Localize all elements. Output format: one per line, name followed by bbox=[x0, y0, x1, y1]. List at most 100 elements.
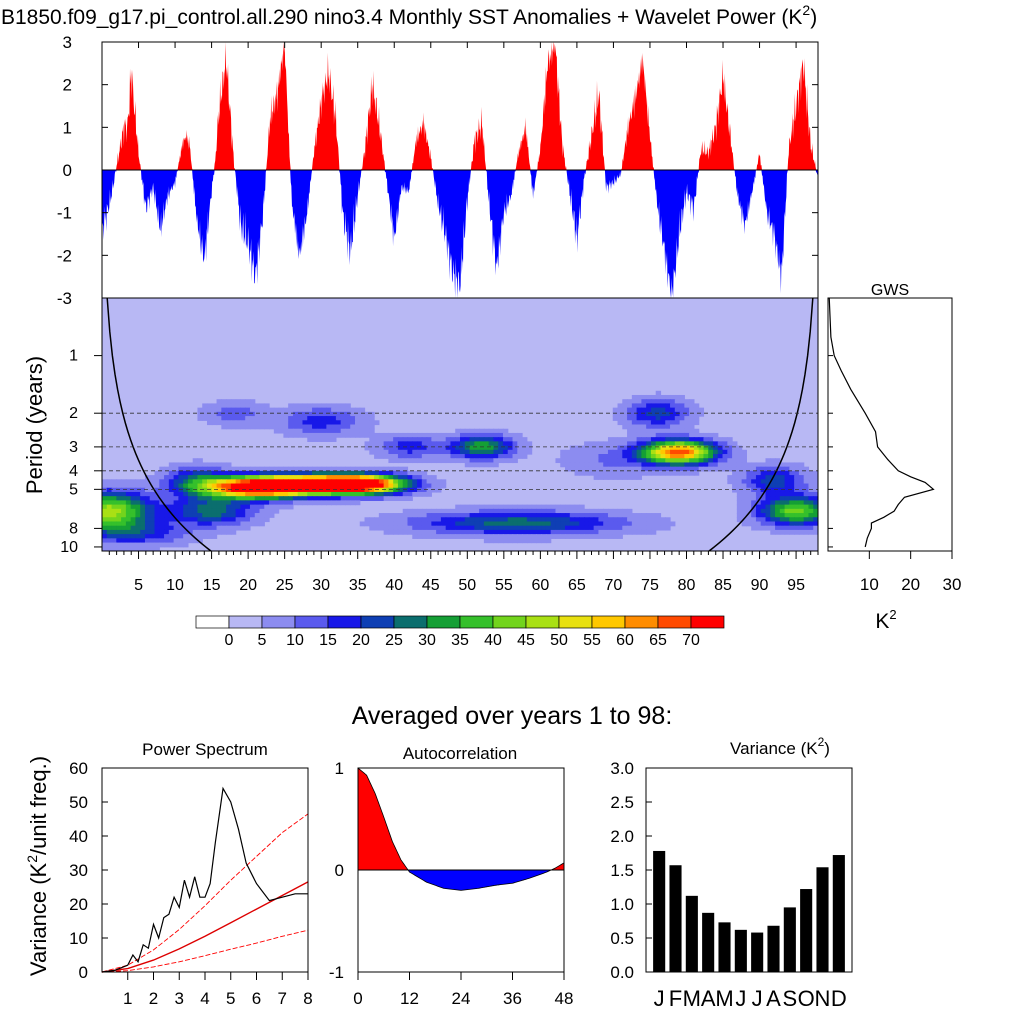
wavelet-power-cell bbox=[230, 496, 237, 501]
wavelet-power-cell bbox=[603, 517, 609, 523]
wavelet-power-cell bbox=[154, 513, 160, 518]
colorbar-swatch bbox=[690, 615, 725, 629]
wavelet-power-cell bbox=[307, 491, 313, 497]
wavelet-power-cell bbox=[331, 475, 337, 480]
wavelet-power-cell bbox=[421, 454, 428, 459]
wavelet-power-cell bbox=[192, 475, 199, 480]
wavelet-power-cell bbox=[693, 416, 700, 421]
wavelet-power-cell bbox=[545, 508, 552, 514]
variance-axes: 3.02.52.01.51.00.50.0J F M A M J J A S O N D bbox=[610, 759, 846, 1011]
wavelet-power-cell bbox=[364, 521, 370, 527]
wavelet-power-cell bbox=[125, 525, 132, 531]
wavelet-power-cell bbox=[249, 517, 256, 523]
wavelet-power-cell bbox=[650, 394, 657, 400]
wavelet-power-cell bbox=[703, 441, 709, 447]
wavelet-power-cell bbox=[407, 521, 413, 527]
wavelet-power-cell bbox=[183, 504, 189, 510]
wavelet-power-cell bbox=[249, 491, 256, 497]
sst-negative-area bbox=[102, 170, 818, 298]
wavelet-power-cell bbox=[245, 466, 251, 472]
wavelet-power-cell bbox=[235, 479, 242, 485]
wavelet-power-cell bbox=[598, 458, 604, 464]
wavelet-power-cell bbox=[421, 479, 428, 485]
wavelet-power-cell bbox=[326, 403, 332, 409]
wavelet-power-cell bbox=[388, 487, 394, 493]
variance-y-tick-label: 0.5 bbox=[610, 929, 634, 948]
wavelet-power-cell bbox=[135, 504, 141, 510]
wavelet-power-cell bbox=[455, 517, 461, 523]
wavelet-power-cell bbox=[312, 437, 318, 442]
wavelet-power-cell bbox=[746, 496, 752, 501]
wavelet-power-cell bbox=[211, 403, 218, 409]
wavelet-power-cell bbox=[607, 449, 614, 455]
wavelet-power-cell bbox=[207, 534, 213, 539]
wavelet-power-cell bbox=[350, 420, 356, 426]
wavelet-power-cell bbox=[297, 496, 304, 501]
wavelet-power-cell bbox=[273, 483, 280, 489]
wavelet-power-cell bbox=[407, 475, 413, 480]
wavelet-power-cell bbox=[431, 437, 437, 442]
wavelet-power-cell bbox=[407, 508, 413, 514]
wavelet-power-cell bbox=[202, 517, 208, 523]
wavelet-power-cell bbox=[135, 521, 141, 527]
wavelet-power-cell bbox=[631, 462, 638, 468]
wavelet-power-cell bbox=[369, 517, 375, 523]
wavelet-power-cell bbox=[164, 542, 170, 548]
wavelet-power-cell bbox=[674, 458, 681, 464]
wavelet-power-cell bbox=[646, 394, 652, 400]
wavelet-power-cell bbox=[221, 525, 227, 531]
wavelet-power-cell bbox=[183, 475, 189, 480]
wavelet-power-cell bbox=[240, 466, 246, 472]
wavelet-power-cell bbox=[474, 458, 480, 464]
wavelet-power-cell bbox=[679, 394, 685, 400]
wavelet-power-cell bbox=[736, 491, 743, 497]
wavelet-power-cell bbox=[593, 513, 600, 518]
wavelet-power-cell bbox=[803, 496, 810, 501]
wavelet-power-cell bbox=[665, 416, 671, 421]
wavelet-power-cell bbox=[326, 428, 332, 434]
wavelet-power-cell bbox=[746, 470, 752, 476]
wavelet-power-cell bbox=[741, 491, 747, 497]
wavelet-power-cell bbox=[183, 466, 189, 472]
wavelet-power-cell bbox=[369, 441, 375, 447]
wavelet-power-cell bbox=[230, 500, 237, 506]
wavelet-power-cell bbox=[693, 420, 700, 426]
wavelet-power-cell bbox=[245, 420, 251, 426]
wavelet-power-cell bbox=[340, 432, 347, 438]
variance-month-label: J bbox=[735, 986, 746, 1011]
wavelet-power-cell bbox=[545, 525, 552, 531]
wavelet-power-cell bbox=[732, 441, 738, 447]
wavelet-power-cell bbox=[230, 529, 237, 535]
wavelet-power-cell bbox=[469, 449, 475, 455]
wavelet-power-cell bbox=[340, 475, 347, 480]
wavelet-power-cell bbox=[388, 470, 394, 476]
wavelet-power-cell bbox=[273, 500, 280, 506]
wavelet-power-cell bbox=[665, 432, 671, 438]
wavelet-power-cell bbox=[383, 445, 389, 451]
wavelet-power-cell bbox=[631, 403, 638, 409]
wavelet-power-cell bbox=[679, 407, 685, 413]
wavelet-power-cell bbox=[130, 517, 137, 523]
wavelet-power-cell bbox=[192, 513, 199, 518]
wavelet-power-cell bbox=[164, 487, 170, 493]
cone-of-influence-left bbox=[106, 298, 212, 551]
wavelet-power-cell bbox=[593, 441, 600, 447]
wavelet-power-cell bbox=[135, 529, 141, 535]
wavelet-power-cell bbox=[560, 534, 566, 539]
wavelet-power-cell bbox=[417, 525, 423, 531]
wavelet-power-cell bbox=[202, 470, 208, 476]
wavelet-power-cell bbox=[168, 500, 175, 506]
wavelet-power-cell bbox=[493, 529, 499, 535]
gws-x-tick-label: 30 bbox=[943, 575, 962, 594]
wavelet-power-cell bbox=[794, 479, 800, 485]
wavelet-power-cell bbox=[641, 420, 647, 426]
wavelet-power-cell bbox=[269, 416, 275, 421]
wavelet-power-cell bbox=[455, 508, 461, 514]
wavelet-power-cell bbox=[732, 470, 738, 476]
wavelet-power-cell bbox=[755, 500, 762, 506]
wavelet-power-cell bbox=[665, 428, 671, 434]
wavelet-power-cell bbox=[565, 449, 571, 455]
wavelet-power-cell bbox=[455, 441, 461, 447]
wavelet-power-cell bbox=[135, 538, 141, 544]
wavelet-power-cell bbox=[159, 513, 165, 518]
